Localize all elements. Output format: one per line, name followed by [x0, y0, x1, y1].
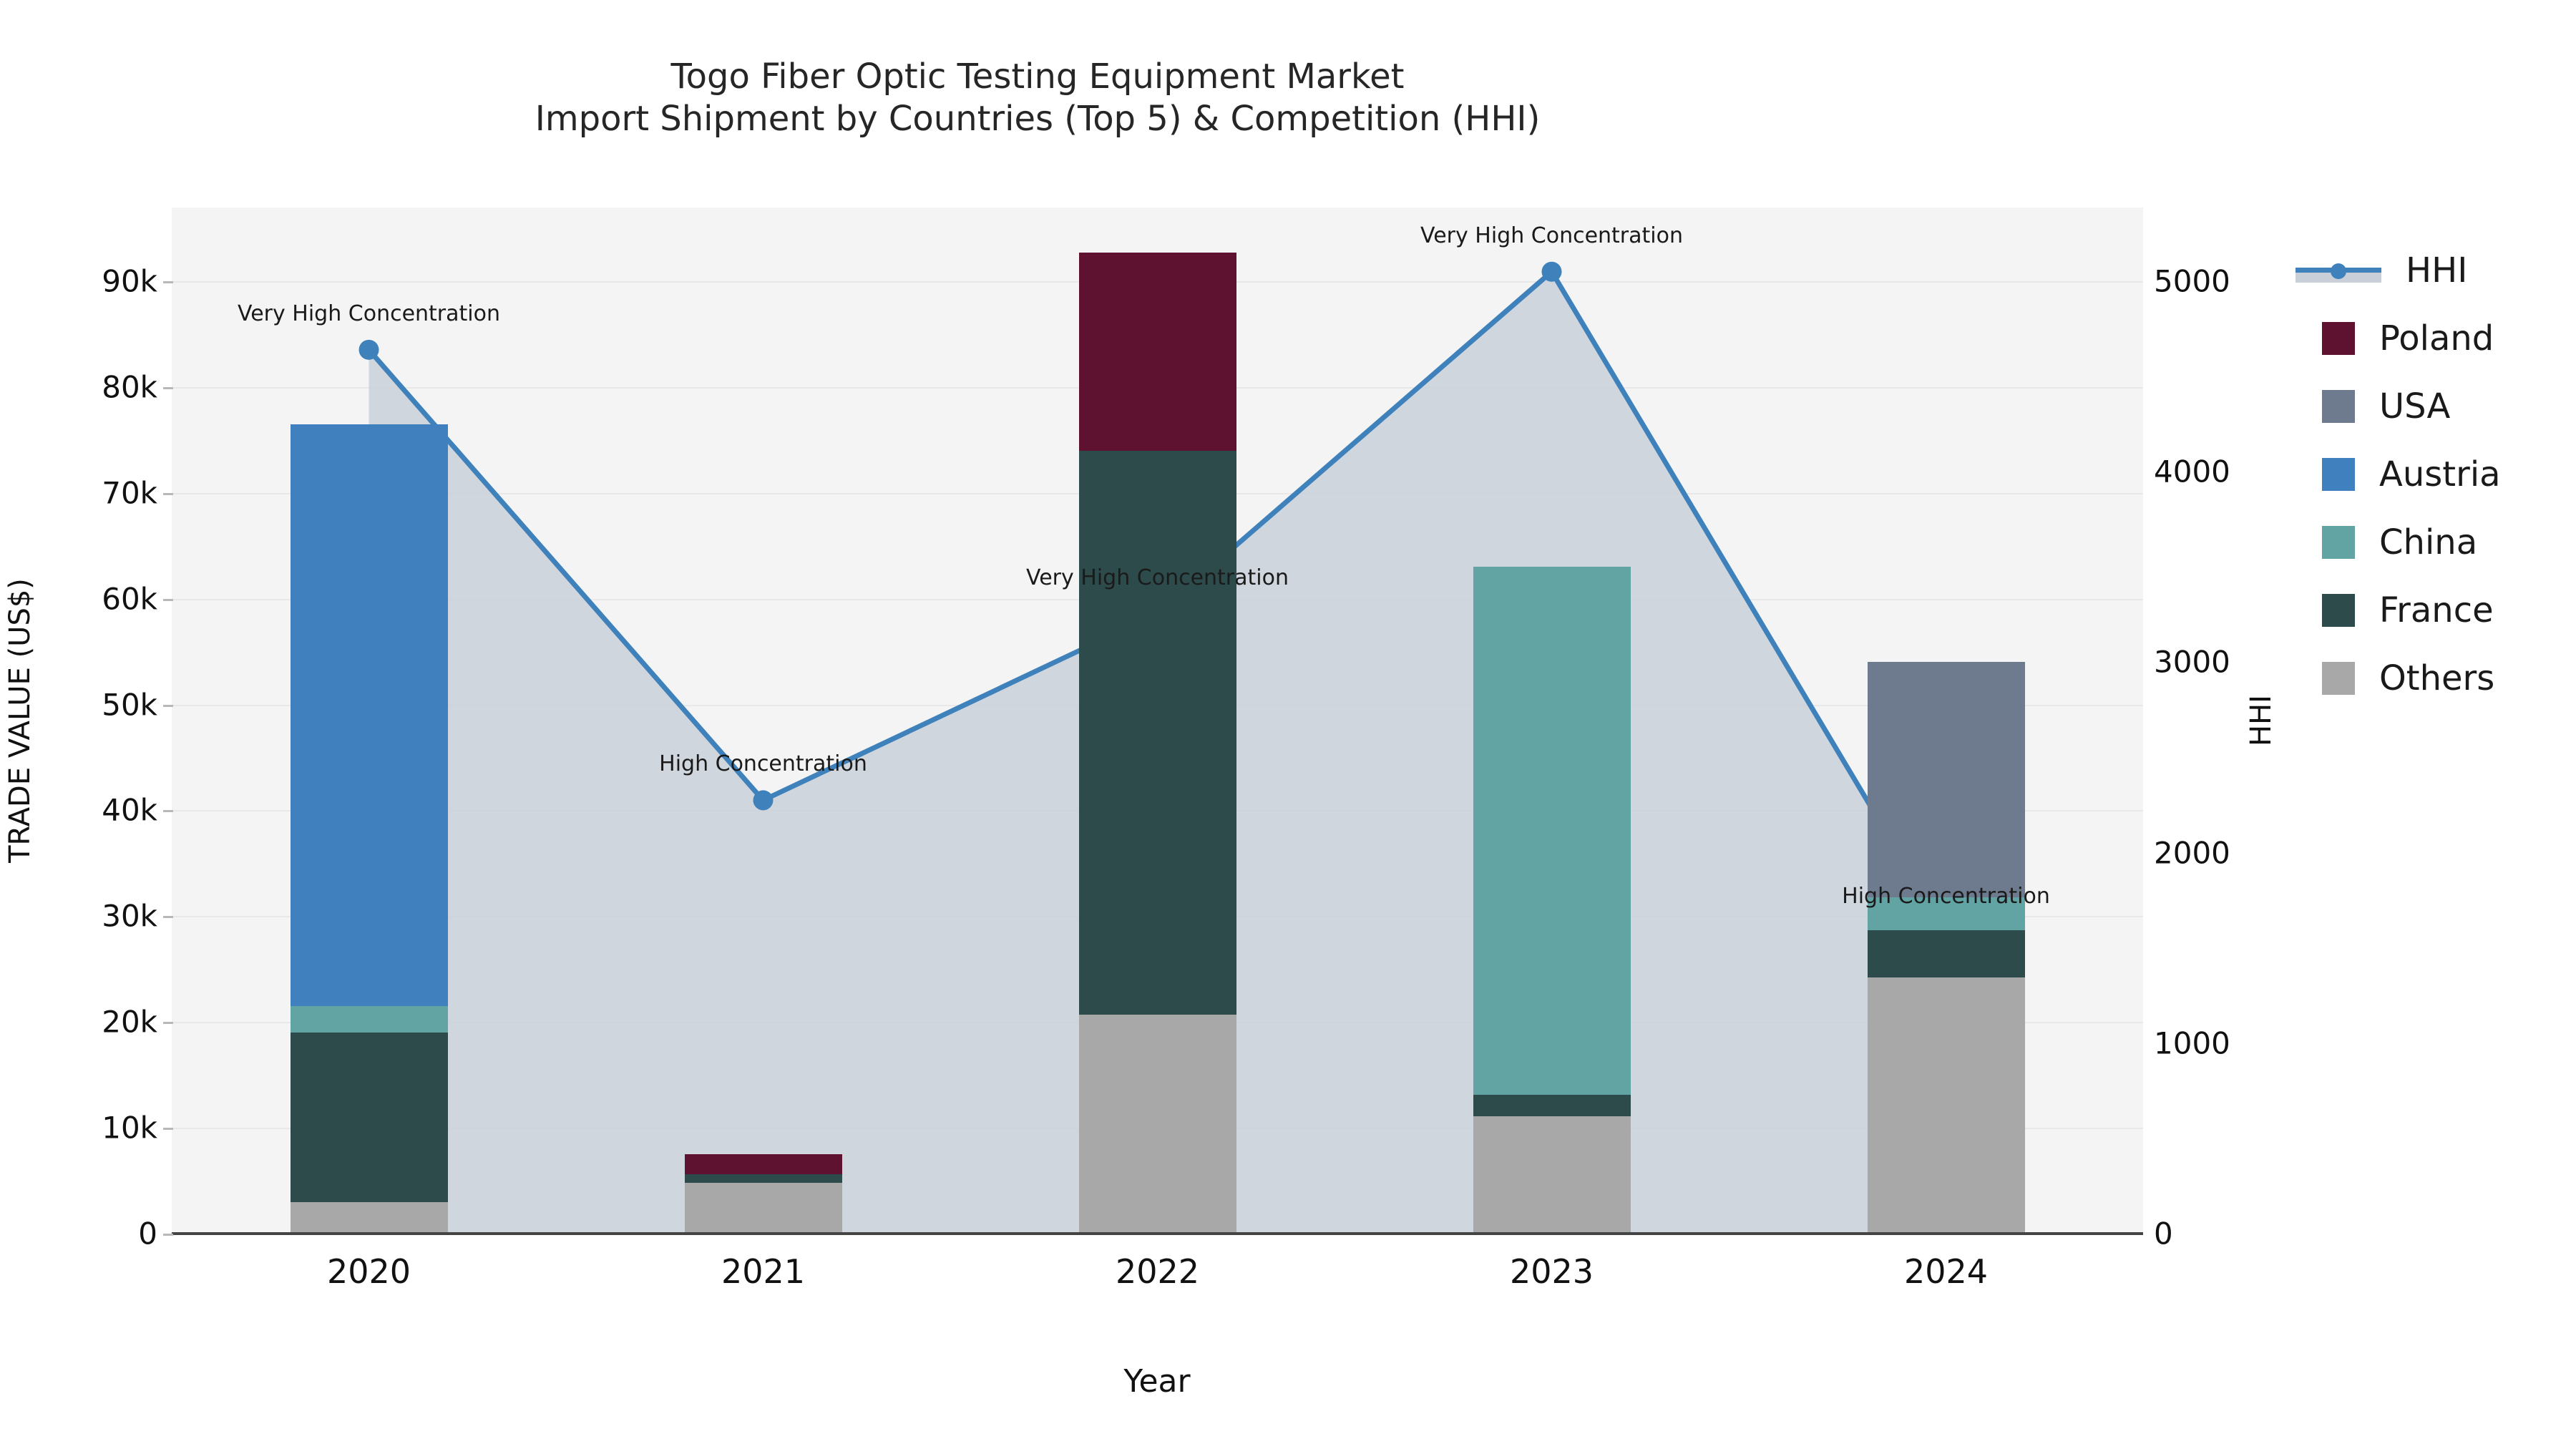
- bar-2024[interactable]: [1867, 662, 2025, 1234]
- legend-item-hhi[interactable]: HHI: [2296, 236, 2576, 304]
- chart-title: Togo Fiber Optic Testing Equipment Marke…: [0, 56, 2075, 140]
- y-axis-tick-label: 20k: [102, 1004, 157, 1040]
- legend-label: HHI: [2406, 250, 2468, 291]
- bar-segment-others[interactable]: [1078, 1014, 1236, 1234]
- legend-item-usa[interactable]: USA: [2322, 372, 2576, 440]
- bar-segment-france[interactable]: [290, 1033, 448, 1202]
- plot-area: [172, 208, 2143, 1235]
- legend-label: Poland: [2379, 318, 2494, 358]
- legend-swatch-icon: [2322, 525, 2355, 559]
- legend: HHI Poland USA Austria China France Others: [2296, 236, 2576, 712]
- bar-2020[interactable]: [290, 424, 448, 1234]
- legend-swatch-icon: [2322, 593, 2355, 627]
- y2-axis-tick-label: 1000: [2154, 1025, 2230, 1061]
- y-axis-tick-mark: [163, 1022, 173, 1025]
- x-axis-tick-label-2022: 2022: [1115, 1252, 1200, 1291]
- chart-title-line-1: Togo Fiber Optic Testing Equipment Marke…: [670, 57, 1405, 97]
- bar-segment-usa[interactable]: [1867, 662, 2025, 897]
- y2-axis-tick-label: 0: [2154, 1216, 2173, 1252]
- y-axis-tick-label: 70k: [102, 475, 157, 511]
- y-axis-tick-label: 10k: [102, 1110, 157, 1146]
- y-axis-tick-label: 40k: [102, 792, 157, 828]
- annotation-2020: Very High Concentration: [238, 301, 500, 326]
- bar-segment-france[interactable]: [1867, 930, 2025, 978]
- y-axis-right-title: HHI: [2245, 695, 2278, 746]
- legend-swatch-icon: [2322, 321, 2355, 355]
- y-axis-tick-label: 0: [138, 1216, 157, 1252]
- y-axis-tick-mark: [163, 916, 173, 919]
- legend-label: USA: [2379, 386, 2451, 426]
- y2-axis-tick-label: 5000: [2154, 263, 2230, 299]
- bar-segment-france[interactable]: [1078, 450, 1236, 1015]
- x-axis-tick-label-2021: 2021: [721, 1252, 806, 1291]
- bar-segment-others[interactable]: [290, 1201, 448, 1234]
- y-axis-tick-mark: [163, 598, 173, 601]
- y2-axis-tick-label: 2000: [2154, 835, 2230, 871]
- legend-line-marker-icon: [2296, 254, 2381, 287]
- legend-label: China: [2379, 522, 2478, 562]
- y2-axis-tick-label: 4000: [2154, 454, 2230, 489]
- y-axis-tick-mark: [163, 1128, 173, 1131]
- bar-2022[interactable]: [1078, 253, 1236, 1234]
- bar-segment-china[interactable]: [1867, 897, 2025, 930]
- hhi-data-point[interactable]: [753, 790, 774, 811]
- bar-segment-poland[interactable]: [684, 1154, 842, 1175]
- y-axis-tick-mark: [163, 492, 173, 495]
- bar-segment-france[interactable]: [1473, 1095, 1631, 1116]
- legend-item-others[interactable]: Others: [2322, 644, 2576, 712]
- annotation-2022: Very High Concentration: [1026, 565, 1289, 590]
- y-axis-tick-mark: [163, 281, 173, 283]
- legend-swatch-icon: [2322, 457, 2355, 491]
- legend-dot-icon: [2331, 263, 2346, 279]
- bar-segment-austria[interactable]: [290, 424, 448, 1007]
- x-axis-tick-label-2024: 2024: [1903, 1252, 1989, 1291]
- y-axis-tick-label: 30k: [102, 898, 157, 934]
- bar-segment-china[interactable]: [1473, 567, 1631, 1096]
- bar-2023[interactable]: [1473, 567, 1631, 1234]
- hhi-data-point[interactable]: [358, 339, 379, 360]
- bar-segment-others[interactable]: [684, 1183, 842, 1234]
- bar-segment-others[interactable]: [1867, 977, 2025, 1234]
- y-axis-tick-mark: [163, 810, 173, 813]
- chart-title-line-2: Import Shipment by Countries (Top 5) & C…: [535, 98, 1541, 139]
- bar-2021[interactable]: [684, 1154, 842, 1234]
- legend-label: Austria: [2379, 454, 2501, 494]
- x-axis-tick-label-2020: 2020: [326, 1252, 411, 1291]
- legend-item-china[interactable]: China: [2322, 508, 2576, 576]
- bar-segment-others[interactable]: [1473, 1116, 1631, 1234]
- y-axis-tick-mark: [163, 704, 173, 707]
- x-axis-line: [172, 1232, 2143, 1235]
- annotation-2021: High Concentration: [659, 751, 867, 777]
- annotation-2024: High Concentration: [1842, 884, 2050, 909]
- y-axis-tick-label: 60k: [102, 581, 157, 617]
- x-axis-title: Year: [1123, 1363, 1191, 1400]
- legend-swatch-icon: [2322, 389, 2355, 423]
- bar-segment-china[interactable]: [290, 1006, 448, 1033]
- hhi-data-point[interactable]: [1541, 261, 1562, 282]
- legend-swatch-icon: [2322, 661, 2355, 695]
- legend-item-poland[interactable]: Poland: [2322, 304, 2576, 372]
- bar-segment-poland[interactable]: [1078, 253, 1236, 451]
- y-axis-tick-mark: [163, 1234, 173, 1236]
- x-axis-tick-label-2023: 2023: [1509, 1252, 1594, 1291]
- annotation-2023: Very High Concentration: [1420, 223, 1683, 248]
- legend-label: Others: [2379, 658, 2495, 698]
- y-axis-tick-mark: [163, 386, 173, 389]
- y-axis-tick-label: 50k: [102, 687, 157, 723]
- y-axis-left-title: TRADE VALUE (US$): [4, 578, 36, 863]
- legend-item-austria[interactable]: Austria: [2322, 440, 2576, 508]
- legend-item-france[interactable]: France: [2322, 576, 2576, 644]
- y-axis-tick-label: 80k: [102, 369, 157, 405]
- bar-segment-france[interactable]: [684, 1174, 842, 1184]
- y2-axis-tick-label: 3000: [2154, 644, 2230, 680]
- legend-label: France: [2379, 590, 2494, 630]
- y-axis-tick-label: 90k: [102, 263, 157, 299]
